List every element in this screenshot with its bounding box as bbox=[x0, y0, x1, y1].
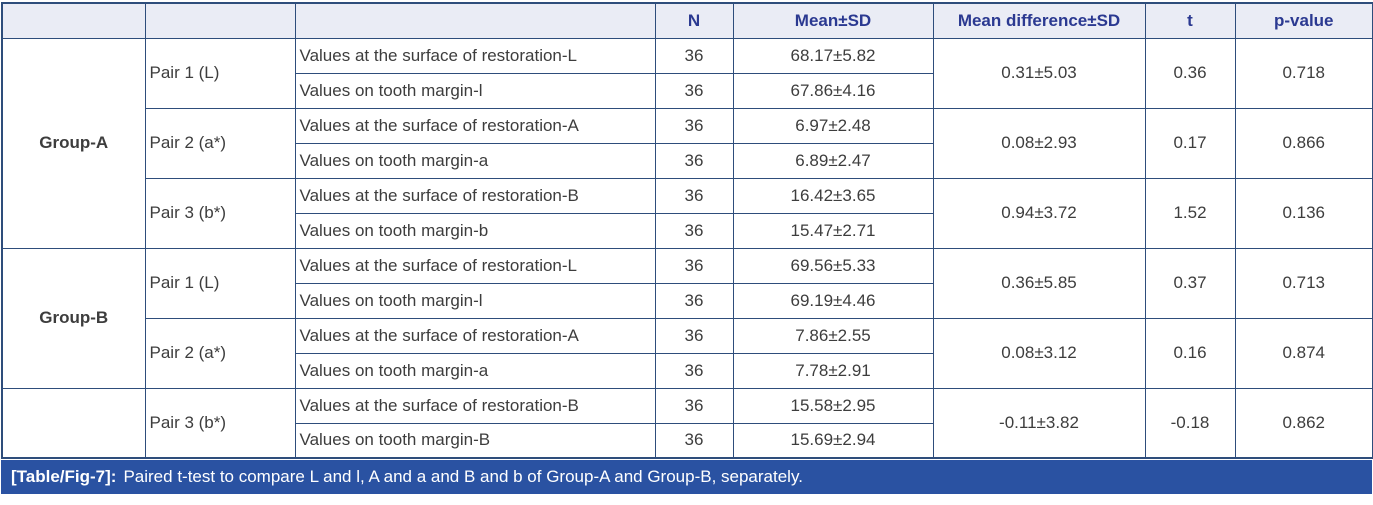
t-stat-cell: 1.52 bbox=[1144, 177, 1236, 249]
t-stat-cell: 0.16 bbox=[1144, 317, 1236, 389]
pair-cell: Pair 2 (a*) bbox=[144, 317, 296, 389]
mean-sd-cell: 7.86±2.55 bbox=[732, 317, 934, 354]
measure-cell: Values at the surface of restoration-L bbox=[294, 37, 656, 74]
n-cell: 36 bbox=[654, 282, 734, 319]
n-cell: 36 bbox=[654, 142, 734, 179]
measure-cell: Values on tooth margin-l bbox=[294, 282, 656, 319]
mean-sd-cell: 15.47±2.71 bbox=[732, 212, 934, 249]
mean-diff-cell: 0.36±5.85 bbox=[932, 247, 1146, 319]
pair-cell: Pair 3 (b*) bbox=[144, 177, 296, 249]
table-row: Group-A Pair 1 (L) Values at the surface… bbox=[1, 37, 1373, 249]
mean-diff-cell: 0.31±5.03 bbox=[932, 37, 1146, 109]
table-row: Group-B Pair 1 (L) Values at the surface… bbox=[1, 247, 1373, 389]
column-header-n: N bbox=[654, 2, 734, 39]
mean-diff-cell: 0.08±3.12 bbox=[932, 317, 1146, 389]
t-stat-cell: -0.18 bbox=[1144, 387, 1236, 459]
mean-diff-cell: 0.08±2.93 bbox=[932, 107, 1146, 179]
table-row: Values on tooth margin-B 36 15.69±2.94 bbox=[2, 422, 1373, 459]
mean-sd-cell: 68.17±5.82 bbox=[732, 37, 934, 74]
n-cell: 36 bbox=[654, 247, 734, 284]
t-stat-cell: 0.37 bbox=[1144, 247, 1236, 319]
n-cell: 36 bbox=[654, 422, 734, 459]
group-cell: Group-B bbox=[1, 247, 146, 389]
p-value-cell: 0.713 bbox=[1234, 247, 1373, 319]
group-cell: Group-A bbox=[1, 37, 146, 249]
header-row: N Mean±SD Mean difference±SD t p-value bbox=[1, 2, 1373, 39]
mean-sd-cell: 6.97±2.48 bbox=[732, 107, 934, 144]
paired-t-test-table: N Mean±SD Mean difference±SD t p-value G… bbox=[1, 2, 1373, 459]
column-header-t: t bbox=[1144, 2, 1236, 39]
measure-cell: Values at the surface of restoration-L bbox=[294, 247, 656, 284]
caption-label: [Table/Fig-7]: bbox=[11, 467, 117, 486]
mean-sd-cell: 16.42±3.65 bbox=[732, 177, 934, 214]
n-cell: 36 bbox=[654, 317, 734, 354]
n-cell: 36 bbox=[654, 177, 734, 214]
column-header-mean-sd: Mean±SD bbox=[732, 2, 934, 39]
pair-cell: Pair 2 (a*) bbox=[144, 107, 296, 179]
measure-cell: Values at the surface of restoration-B bbox=[294, 387, 656, 424]
table-row: Values on tooth margin-a 36 7.78±2.91 bbox=[2, 352, 1373, 389]
measure-cell: Values on tooth margin-l bbox=[294, 72, 656, 109]
measure-cell: Values at the surface of restoration-B bbox=[294, 177, 656, 214]
mean-sd-cell: 69.56±5.33 bbox=[732, 247, 934, 284]
table-row: Values on tooth margin-l 36 67.86±4.16 bbox=[2, 72, 1373, 109]
table-row: Values on tooth margin-a 36 6.89±2.47 bbox=[2, 142, 1373, 179]
mean-diff-cell: -0.11±3.82 bbox=[932, 387, 1146, 459]
n-cell: 36 bbox=[654, 352, 734, 389]
measure-cell: Values on tooth margin-B bbox=[294, 422, 656, 459]
measure-cell: Values on tooth margin-a bbox=[294, 352, 656, 389]
mean-sd-cell: 7.78±2.91 bbox=[732, 352, 934, 389]
p-value-cell: 0.866 bbox=[1234, 107, 1373, 179]
table-row: Pair 2 (a*) Values at the surface of res… bbox=[2, 107, 1373, 179]
table-row: Pair 2 (a*) Values at the surface of res… bbox=[2, 317, 1373, 389]
mean-sd-cell: 6.89±2.47 bbox=[732, 142, 934, 179]
mean-sd-cell: 69.19±4.46 bbox=[732, 282, 934, 319]
mean-diff-cell: 0.94±3.72 bbox=[932, 177, 1146, 249]
mean-sd-cell: 15.58±2.95 bbox=[732, 387, 934, 424]
pair-cell: Pair 3 (b*) bbox=[144, 387, 296, 459]
column-header-measure bbox=[294, 2, 656, 39]
column-header-pair bbox=[144, 2, 296, 39]
table-row: Values on tooth margin-l 36 69.19±4.46 bbox=[2, 282, 1373, 319]
t-stat-cell: 0.17 bbox=[1144, 107, 1236, 179]
n-cell: 36 bbox=[654, 107, 734, 144]
measure-cell: Values at the surface of restoration-A bbox=[294, 107, 656, 144]
column-header-mean-difference-sd: Mean difference±SD bbox=[932, 2, 1146, 39]
p-value-cell: 0.862 bbox=[1234, 387, 1373, 459]
p-value-cell: 0.874 bbox=[1234, 317, 1373, 389]
column-header-p-value: p-value bbox=[1234, 2, 1373, 39]
measure-cell: Values at the surface of restoration-A bbox=[294, 317, 656, 354]
n-cell: 36 bbox=[654, 72, 734, 109]
n-cell: 36 bbox=[654, 387, 734, 424]
measure-cell: Values on tooth margin-a bbox=[294, 142, 656, 179]
p-value-cell: 0.718 bbox=[1234, 37, 1373, 109]
pair-cell: Pair 1 (L) bbox=[144, 37, 296, 109]
table-row: Pair 3 (b*) Values at the surface of res… bbox=[1, 387, 1373, 459]
mean-sd-cell: 15.69±2.94 bbox=[732, 422, 934, 459]
mean-sd-cell: 67.86±4.16 bbox=[732, 72, 934, 109]
n-cell: 36 bbox=[654, 212, 734, 249]
caption-text: Paired t-test to compare L and l, A and … bbox=[123, 467, 803, 486]
measure-cell: Values on tooth margin-b bbox=[294, 212, 656, 249]
table-row: Values on tooth margin-b 36 15.47±2.71 bbox=[2, 212, 1373, 249]
p-value-cell: 0.136 bbox=[1234, 177, 1373, 249]
t-stat-cell: 0.36 bbox=[1144, 37, 1236, 109]
group-cell-empty bbox=[1, 387, 146, 459]
column-header-group bbox=[1, 2, 146, 39]
table-caption: [Table/Fig-7]: Paired t-test to compare … bbox=[1, 460, 1372, 494]
table-row: Pair 3 (b*) Values at the surface of res… bbox=[2, 177, 1373, 249]
pair-cell: Pair 1 (L) bbox=[144, 247, 296, 319]
n-cell: 36 bbox=[654, 37, 734, 74]
